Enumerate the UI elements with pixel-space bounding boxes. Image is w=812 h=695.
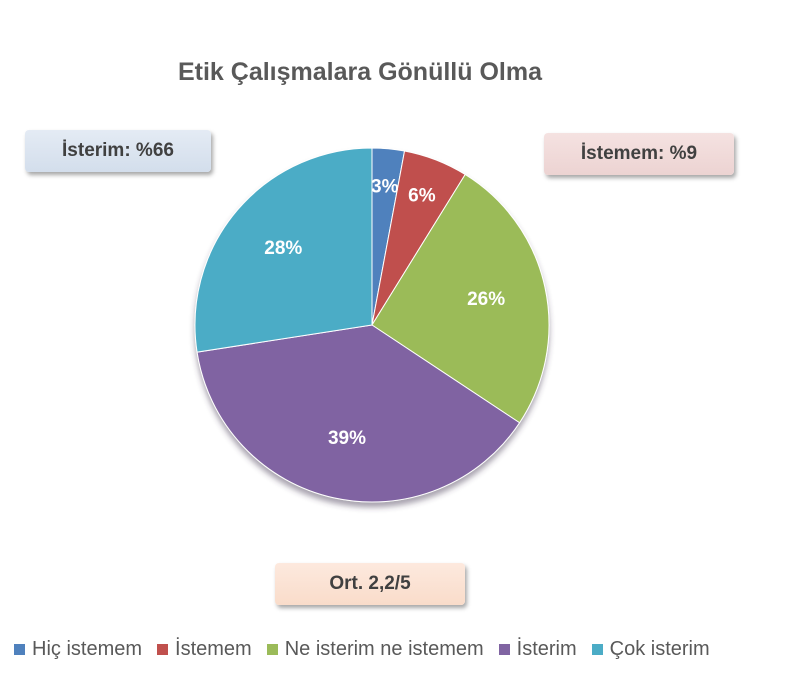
data-label-istemem: 6% — [408, 185, 436, 206]
legend-item-ne-isterim-ne-istemem: Ne isterim ne istemem — [266, 638, 484, 661]
legend-label: Hiç istemem — [32, 638, 143, 660]
chart-legend: Hiç istemem İstemem Ne isterim ne istemem İ… — [14, 638, 710, 661]
legend-label: Çok isterim — [609, 638, 710, 660]
data-label-ne-isterim-ne-istemem: 26% — [467, 289, 505, 310]
pie-labels: 3% 6% 26% 39% 28% — [264, 177, 505, 450]
legend-item-cok-isterim: Çok isterim — [591, 638, 710, 661]
legend-label: İstemem — [175, 638, 252, 660]
data-label-hic-istemem: 3% — [371, 177, 399, 198]
pie-chart: 3% 6% 26% 39% 28% — [194, 147, 550, 503]
legend-label: Ne isterim ne istemem — [284, 638, 484, 660]
pie-slice-cok-isterim — [194, 147, 373, 353]
legend-item-istemem: İstemem — [157, 638, 252, 661]
legend-swatch — [498, 644, 510, 655]
chart-title: Etik Çalışmalara Gönüllü Olma — [177, 58, 542, 86]
legend-swatch — [14, 644, 25, 655]
pie-slice-ne-isterim-ne-istemem — [371, 173, 550, 424]
legend-swatch — [266, 644, 278, 655]
average-score-callout: Ort. 2,2/5 — [275, 563, 465, 605]
data-label-cok-isterim: 28% — [264, 238, 302, 259]
pie-slices — [194, 147, 550, 503]
legend-item-hic-istemem: Hiç istemem — [14, 638, 142, 661]
want-summary-callout: İsterim: %66 — [25, 130, 211, 172]
legend-swatch — [157, 644, 169, 655]
not-want-summary-callout: İstemem: %9 — [544, 133, 734, 175]
legend-swatch — [591, 644, 603, 655]
pie-slice-isterim — [196, 324, 521, 503]
legend-label: İsterim — [516, 638, 577, 660]
legend-item-isterim: İsterim — [498, 638, 577, 661]
data-label-isterim: 39% — [328, 428, 366, 449]
